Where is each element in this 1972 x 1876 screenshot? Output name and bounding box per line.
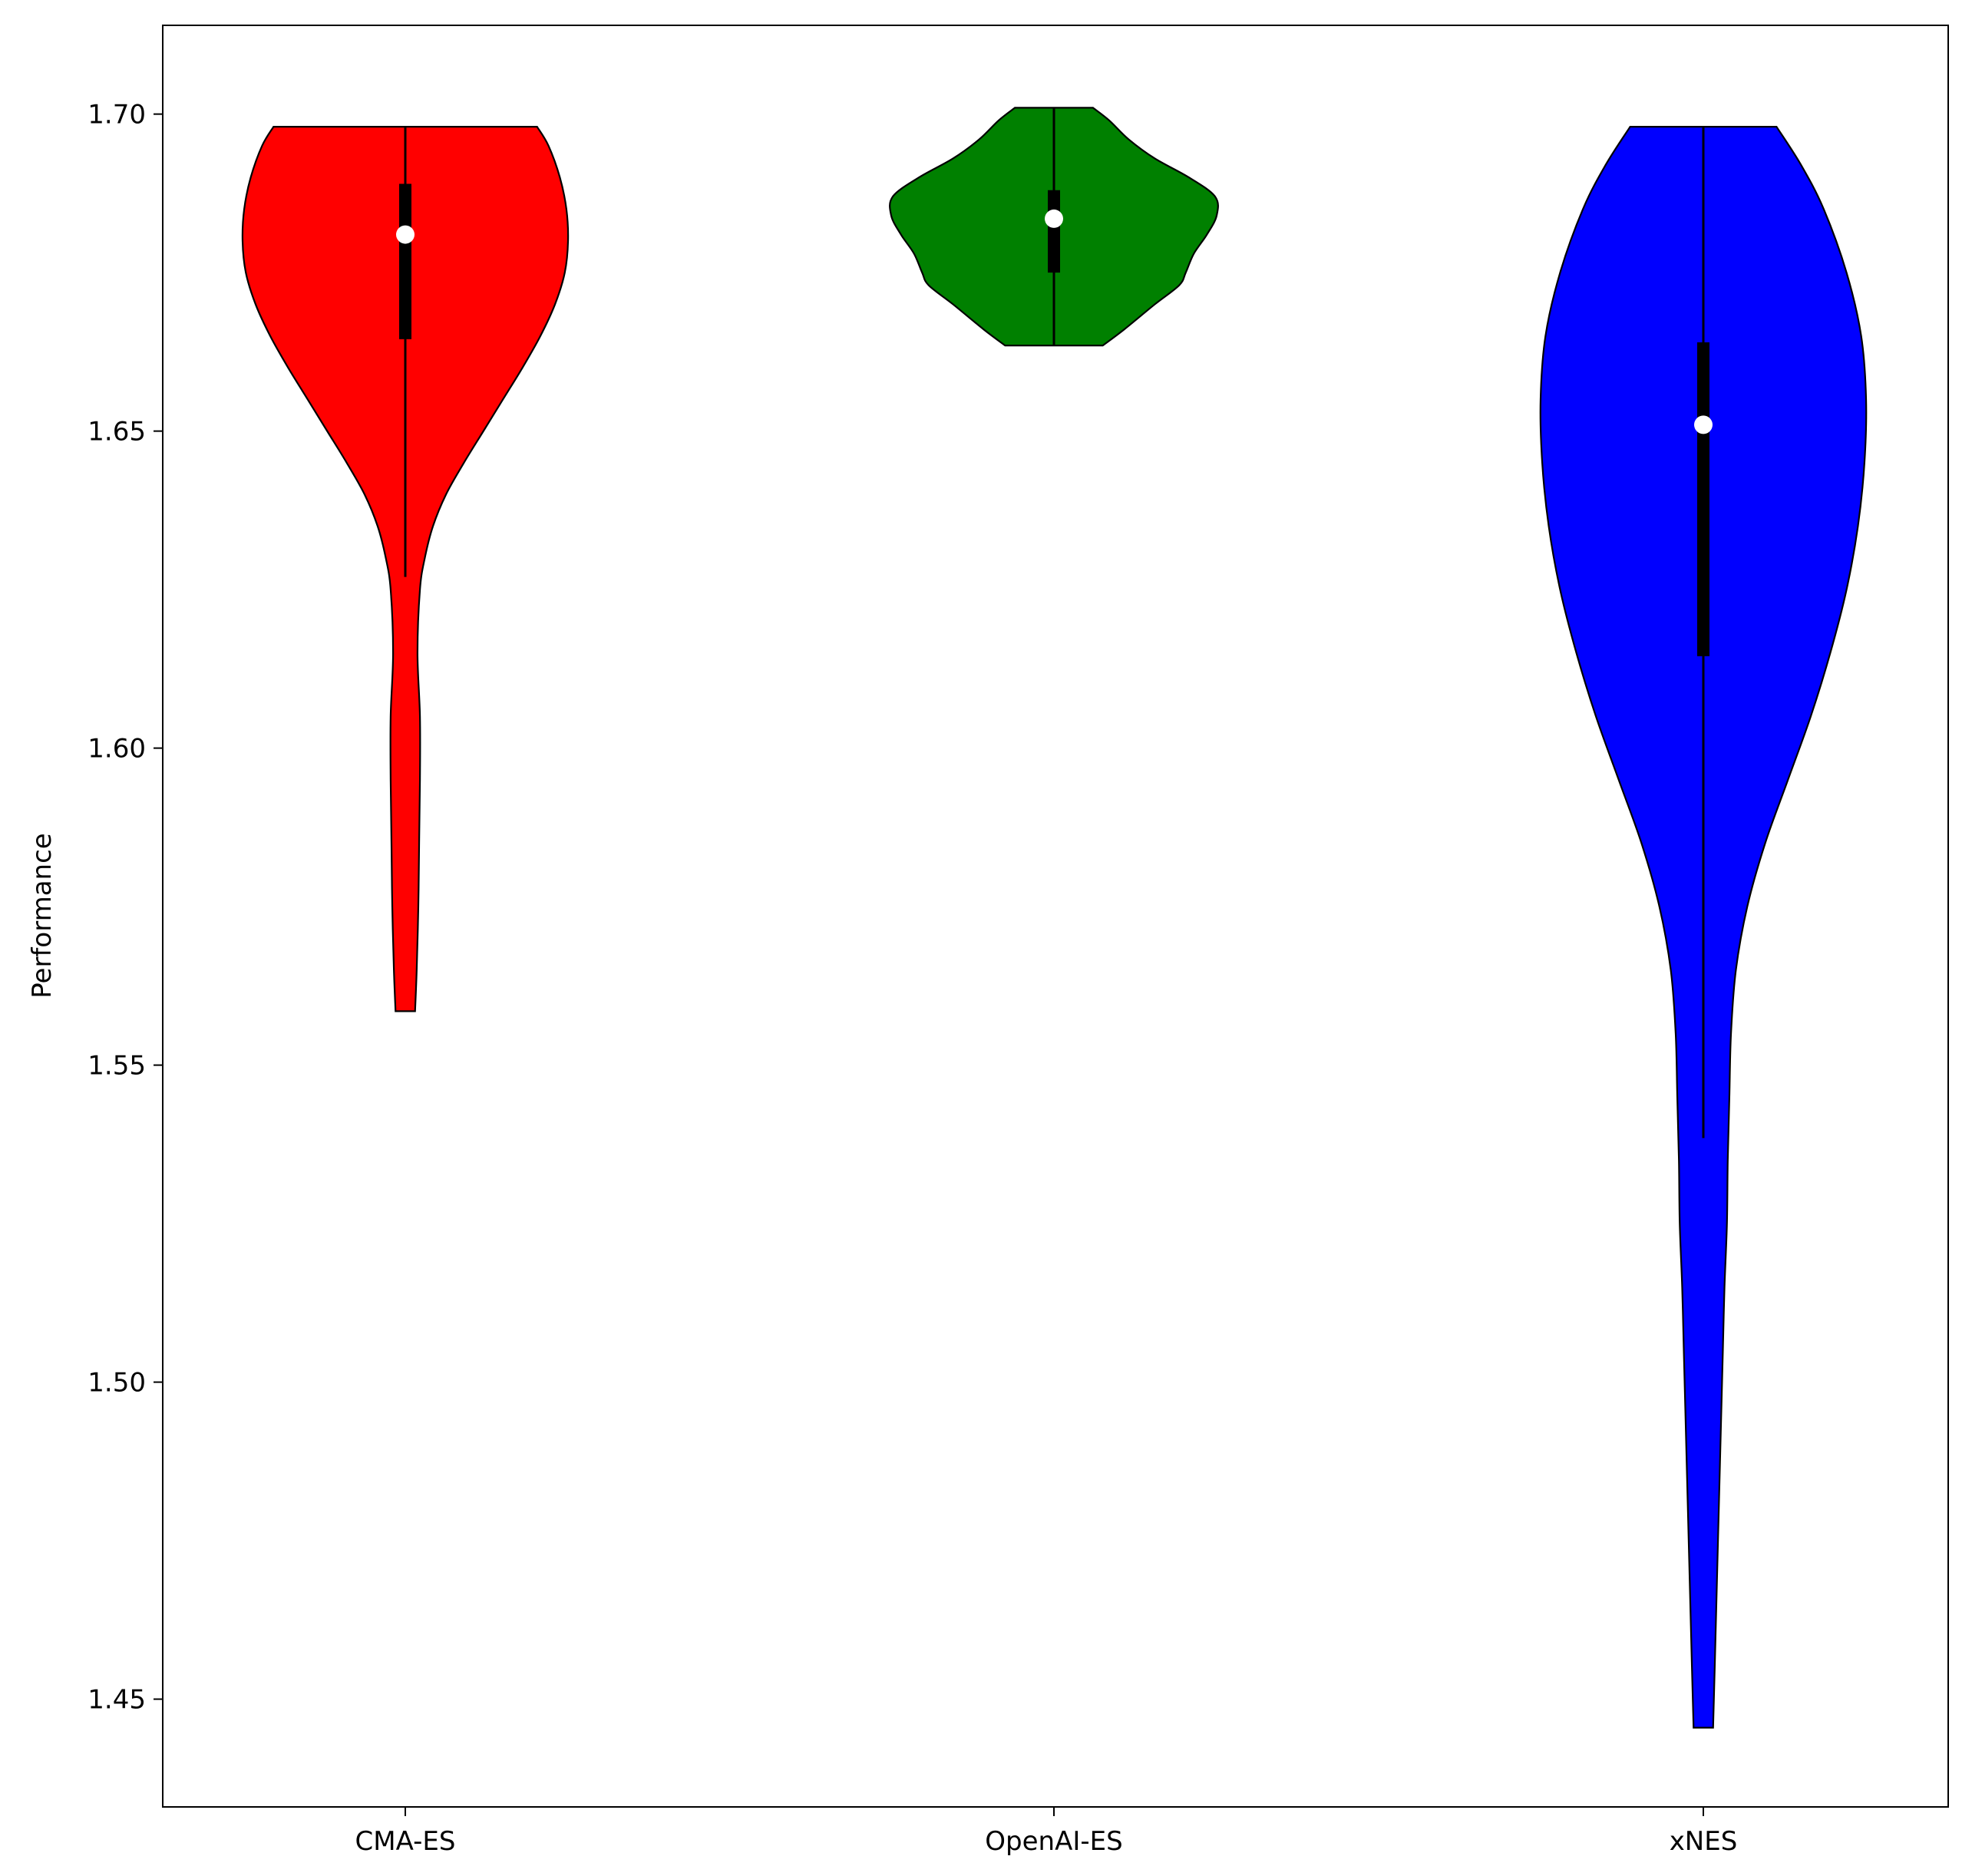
y-axis: 1.45 1.50 1.55 1.60 1.65 1.70: [88, 100, 163, 1716]
y-tick-label: 1.65: [88, 417, 146, 448]
violin-openai-es-median-point: [1045, 209, 1063, 228]
y-tick-label: 1.55: [88, 1051, 146, 1082]
x-axis: CMA-ES OpenAI-ES xNES: [355, 1807, 1738, 1857]
violins-layer: [241, 107, 1868, 1729]
violin-xnes: [1539, 126, 1868, 1729]
y-tick-label: 1.50: [88, 1368, 146, 1399]
y-tick-label: 1.70: [88, 100, 146, 130]
violin-cma-es-iqr-box: [399, 183, 411, 339]
plot-frame: [162, 25, 1949, 1808]
violin-openai-es-iqr-box: [1048, 190, 1060, 273]
x-tick-label: OpenAI-ES: [985, 1826, 1122, 1857]
y-axis-label: Performance: [27, 833, 58, 998]
violin-xnes-iqr-box: [1697, 342, 1709, 656]
x-tick-label: CMA-ES: [355, 1826, 456, 1857]
y-tick-label: 1.60: [88, 734, 146, 765]
y-tick-label: 1.45: [88, 1685, 146, 1716]
violin-cma-es-median-point: [396, 225, 415, 244]
violin-xnes-median-point: [1694, 415, 1713, 434]
x-tick-label: xNES: [1670, 1826, 1738, 1857]
violin-openai-es: [889, 107, 1219, 347]
violin-cma-es: [241, 126, 570, 1012]
